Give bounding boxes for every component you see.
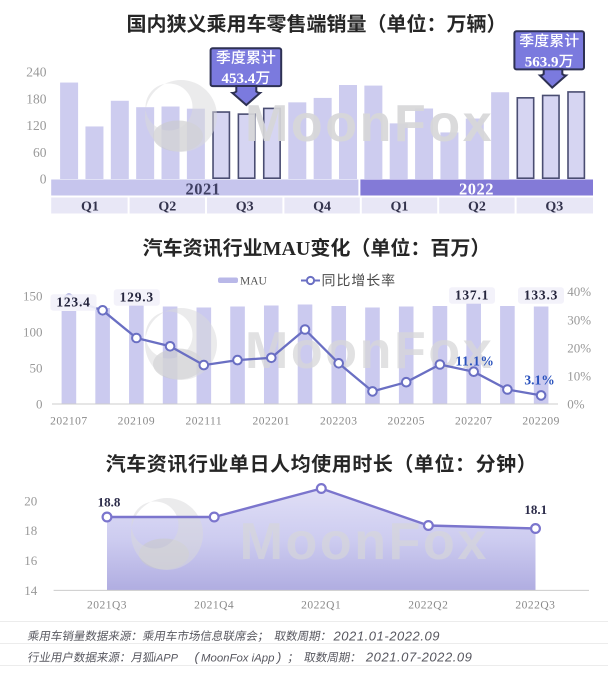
svg-text:MoonFox: MoonFox — [245, 322, 494, 380]
svg-text:(: ( — [195, 650, 201, 665]
svg-text:18.1: 18.1 — [524, 502, 547, 517]
svg-text:iAPP: iAPP — [154, 653, 179, 665]
svg-text:240: 240 — [26, 65, 47, 80]
svg-text:2022: 2022 — [459, 180, 494, 199]
svg-text:18: 18 — [24, 523, 37, 538]
svg-text:2021.07-2022.09: 2021.07-2022.09 — [365, 650, 473, 665]
svg-text:MoonFox: MoonFox — [240, 513, 489, 571]
svg-text:50: 50 — [30, 361, 43, 376]
svg-text:40%: 40% — [567, 284, 591, 299]
svg-text:133.3: 133.3 — [524, 288, 558, 303]
svg-text:2021: 2021 — [186, 180, 221, 199]
svg-text:563.9: 563.9 — [525, 54, 559, 70]
svg-text:20: 20 — [24, 493, 37, 508]
svg-text:180: 180 — [26, 91, 47, 106]
svg-text:123.4: 123.4 — [56, 295, 90, 310]
svg-text:0: 0 — [40, 172, 47, 187]
svg-text:150: 150 — [23, 289, 43, 304]
svg-text:453.4: 453.4 — [222, 71, 256, 87]
svg-text:Q3: Q3 — [545, 199, 563, 214]
svg-text:202205: 202205 — [387, 416, 425, 428]
svg-text:202111: 202111 — [185, 416, 222, 428]
svg-text:3.1%: 3.1% — [524, 372, 554, 387]
svg-text:Q1: Q1 — [81, 199, 99, 214]
svg-text:2022Q1: 2022Q1 — [301, 600, 341, 612]
svg-text:2021Q4: 2021Q4 — [194, 600, 234, 612]
svg-text:202207: 202207 — [455, 416, 493, 428]
svg-text:202203: 202203 — [320, 416, 358, 428]
svg-text:202201: 202201 — [253, 416, 291, 428]
svg-text:129.3: 129.3 — [120, 290, 154, 305]
svg-text:0: 0 — [36, 397, 43, 412]
svg-text:14: 14 — [24, 583, 38, 598]
svg-text:MAU: MAU — [240, 275, 268, 287]
svg-text:100: 100 — [23, 325, 43, 340]
svg-text:2022Q2: 2022Q2 — [408, 600, 448, 612]
svg-text:2022Q3: 2022Q3 — [515, 600, 555, 612]
svg-text:): ) — [275, 650, 281, 665]
svg-text:60: 60 — [33, 145, 47, 160]
svg-text:Q3: Q3 — [236, 199, 254, 214]
svg-text:202209: 202209 — [522, 416, 560, 428]
svg-text:16: 16 — [24, 553, 38, 568]
svg-text:MoonFox iApp: MoonFox iApp — [201, 653, 274, 665]
svg-text:Q1: Q1 — [391, 199, 409, 214]
svg-text:20%: 20% — [567, 340, 591, 355]
svg-text:Q2: Q2 — [158, 199, 176, 214]
svg-text:10%: 10% — [567, 369, 591, 384]
svg-text:120: 120 — [26, 118, 47, 133]
svg-text:Q4: Q4 — [313, 199, 331, 214]
svg-text:Q2: Q2 — [468, 199, 486, 214]
svg-text:11.1%: 11.1% — [456, 354, 495, 369]
svg-text:18.8: 18.8 — [98, 495, 121, 510]
svg-text:2021Q3: 2021Q3 — [87, 600, 127, 612]
svg-text:202107: 202107 — [50, 416, 88, 428]
svg-text:137.1: 137.1 — [455, 288, 489, 303]
svg-text:30%: 30% — [567, 312, 591, 327]
svg-text:202109: 202109 — [118, 416, 156, 428]
svg-text:MAU: MAU — [263, 238, 311, 260]
svg-text:0%: 0% — [567, 397, 585, 412]
svg-text:2021.01-2022.09: 2021.01-2022.09 — [333, 628, 441, 643]
svg-text:MoonFox: MoonFox — [245, 95, 494, 153]
